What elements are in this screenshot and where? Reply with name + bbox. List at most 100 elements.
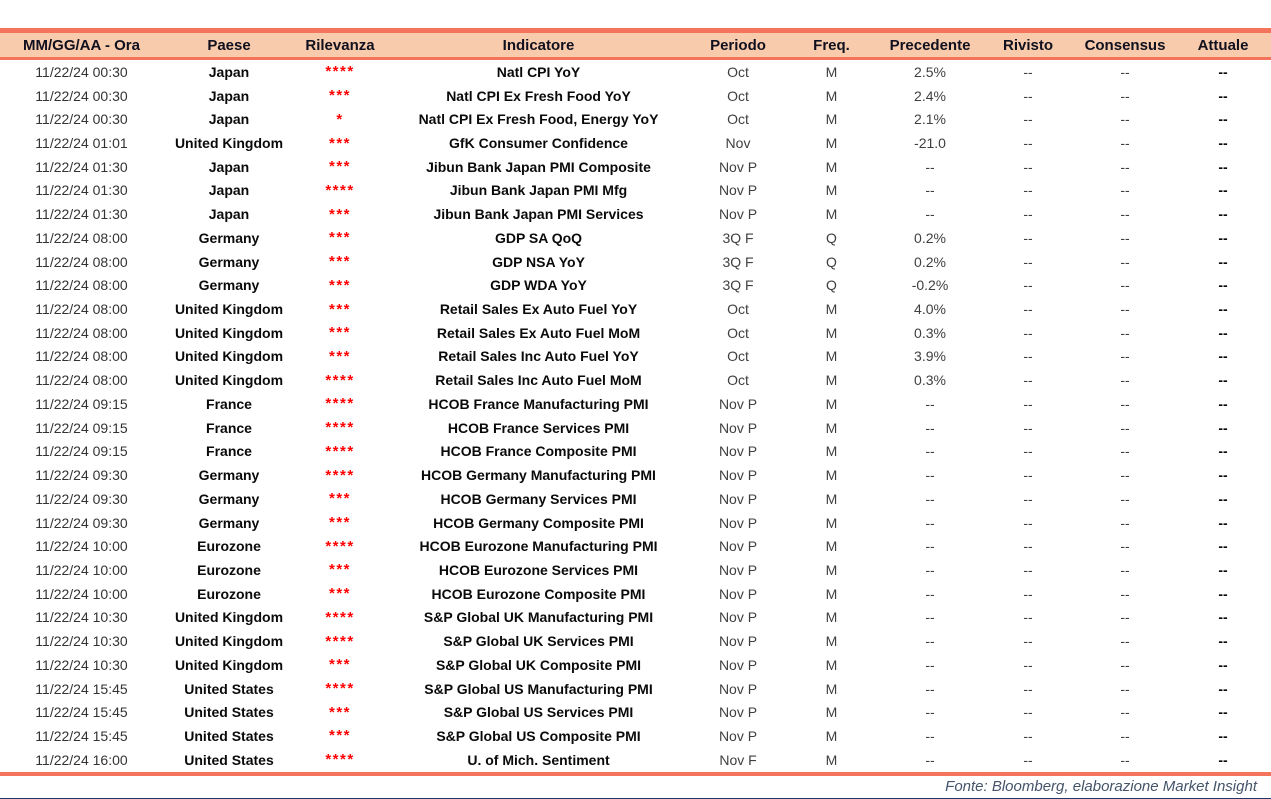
consensus-cell: -- — [1120, 467, 1130, 484]
consensus-cell: -- — [1120, 561, 1130, 578]
economic-calendar-table: MM/GG/AA - Ora Paese Rilevanza Indicatore Pe… — [0, 28, 1271, 776]
country-cell: United Kingdom — [174, 372, 284, 389]
country-cell: Japan — [208, 111, 250, 128]
period-cell: 3Q F — [722, 229, 754, 246]
consensus-cell: -- — [1120, 253, 1130, 270]
table-row: 11/22/24 01:30 Japan **** Jibun Bank Japan … — [0, 179, 1271, 203]
country-cell: Japan — [208, 182, 250, 199]
country-cell: United Kingdom — [174, 609, 284, 626]
source-note: Fonte: Bloomberg, elaborazione Market In… — [945, 778, 1257, 795]
table-row: 11/22/24 09:15 France **** HCOB France Comp… — [0, 440, 1271, 464]
datetime-cell: 11/22/24 08:00 — [35, 372, 128, 389]
period-cell: Nov P — [718, 206, 758, 223]
indicator-cell: GDP NSA YoY — [492, 253, 585, 270]
freq-cell: M — [825, 467, 838, 484]
actual-cell: -- — [1218, 301, 1228, 318]
revised-cell: -- — [1023, 704, 1033, 721]
indicator-cell: HCOB Germany Composite PMI — [433, 514, 644, 531]
revised-cell: -- — [1023, 324, 1033, 341]
period-cell: 3Q F — [722, 277, 754, 294]
period-cell: Nov P — [718, 561, 758, 578]
table-row: 11/22/24 00:30 Japan **** Natl CPI YoY Oct M 2… — [0, 60, 1271, 84]
freq-cell: M — [825, 561, 838, 578]
revised-cell: -- — [1023, 656, 1033, 673]
period-cell: Nov P — [718, 656, 758, 673]
previous-cell: 0.2% — [914, 253, 946, 270]
period-cell: Nov P — [718, 727, 758, 744]
revised-cell: -- — [1023, 514, 1033, 531]
datetime-cell: 11/22/24 08:00 — [35, 348, 128, 365]
actual-cell: -- — [1218, 490, 1228, 507]
indicator-cell: GDP WDA YoY — [490, 277, 587, 294]
relevance-stars: *** — [328, 277, 351, 293]
relevance-stars: **** — [325, 182, 355, 198]
previous-cell: 2.5% — [914, 63, 946, 80]
column-header-relevance: Rilevanza — [305, 36, 375, 54]
table-row: 11/22/24 09:30 Germany **** HCOB Germany Ma… — [0, 463, 1271, 487]
table-row: 11/22/24 08:00 United Kingdom **** Retail S… — [0, 368, 1271, 392]
revised-cell: -- — [1023, 87, 1033, 104]
actual-cell: -- — [1218, 538, 1228, 555]
freq-cell: M — [825, 348, 838, 365]
datetime-cell: 11/22/24 10:30 — [35, 656, 128, 673]
relevance-stars: *** — [328, 230, 351, 246]
country-cell: Germany — [198, 467, 260, 484]
actual-cell: -- — [1218, 514, 1228, 531]
datetime-cell: 11/22/24 08:00 — [35, 301, 128, 318]
period-cell: Oct — [727, 111, 749, 128]
previous-cell: -21.0 — [914, 135, 946, 152]
period-cell: Oct — [727, 372, 749, 389]
country-cell: Eurozone — [197, 585, 261, 602]
datetime-cell: 11/22/24 16:00 — [35, 751, 128, 768]
datetime-cell: 11/22/24 01:30 — [35, 158, 128, 175]
period-cell: Nov P — [718, 704, 758, 721]
relevance-stars: **** — [325, 633, 355, 649]
consensus-cell: -- — [1120, 680, 1130, 697]
indicator-cell: Jibun Bank Japan PMI Services — [433, 206, 644, 223]
revised-cell: -- — [1023, 395, 1033, 412]
indicator-cell: Jibun Bank Japan PMI Composite — [426, 158, 651, 175]
table-row: 11/22/24 16:00 United States **** U. of Mic… — [0, 748, 1271, 772]
datetime-cell: 11/22/24 09:15 — [35, 443, 128, 460]
actual-cell: -- — [1218, 324, 1228, 341]
consensus-cell: -- — [1120, 538, 1130, 555]
column-header-country: Paese — [207, 36, 251, 54]
freq-cell: M — [825, 751, 838, 768]
revised-cell: -- — [1023, 538, 1033, 555]
period-cell: Nov P — [718, 680, 758, 697]
freq-cell: M — [825, 111, 838, 128]
previous-cell: -- — [925, 395, 935, 412]
actual-cell: -- — [1218, 680, 1228, 697]
actual-cell: -- — [1218, 87, 1228, 104]
table-row: 11/22/24 09:30 Germany *** HCOB Germany Ser… — [0, 487, 1271, 511]
actual-cell: -- — [1218, 111, 1228, 128]
datetime-cell: 11/22/24 10:00 — [35, 585, 128, 602]
revised-cell: -- — [1023, 301, 1033, 318]
actual-cell: -- — [1218, 609, 1228, 626]
freq-cell: M — [825, 372, 838, 389]
country-cell: United Kingdom — [174, 656, 284, 673]
freq-cell: M — [825, 206, 838, 223]
revised-cell: -- — [1023, 277, 1033, 294]
consensus-cell: -- — [1120, 229, 1130, 246]
consensus-cell: -- — [1120, 704, 1130, 721]
datetime-cell: 11/22/24 00:30 — [35, 63, 128, 80]
country-cell: United Kingdom — [174, 633, 284, 650]
previous-cell: 2.1% — [914, 111, 946, 128]
revised-cell: -- — [1023, 206, 1033, 223]
freq-cell: M — [825, 538, 838, 555]
previous-cell: -- — [925, 490, 935, 507]
relevance-stars: **** — [325, 372, 355, 388]
table-row: 11/22/24 10:00 Eurozone *** HCOB Eurozone C… — [0, 582, 1271, 606]
table-row: 11/22/24 01:30 Japan *** Jibun Bank Japan P… — [0, 155, 1271, 179]
consensus-cell: -- — [1120, 633, 1130, 650]
datetime-cell: 11/22/24 09:15 — [35, 395, 128, 412]
consensus-cell: -- — [1120, 395, 1130, 412]
indicator-cell: S&P Global UK Services PMI — [443, 633, 634, 650]
table-row: 11/22/24 08:00 Germany *** GDP WDA YoY 3Q F Q… — [0, 273, 1271, 297]
revised-cell: -- — [1023, 253, 1033, 270]
country-cell: France — [206, 443, 252, 460]
period-cell: Nov P — [718, 182, 758, 199]
period-cell: 3Q F — [722, 253, 754, 270]
